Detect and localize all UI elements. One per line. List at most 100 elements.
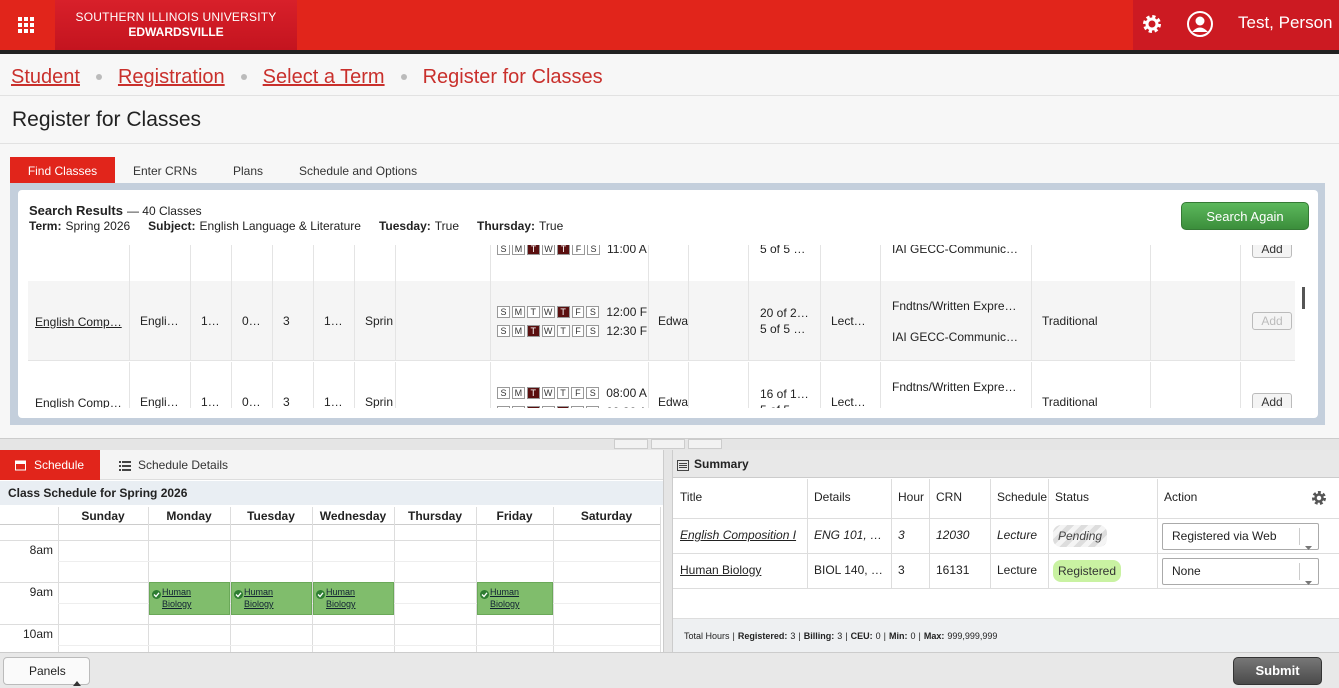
class-event[interactable]: Human Biology (149, 582, 230, 615)
summary-header: Summary (673, 450, 1339, 478)
apps-icon[interactable] (18, 17, 34, 33)
totals-item-label: Registered: (737, 631, 788, 641)
totals-separator: | (732, 631, 735, 641)
schedule-details-tab[interactable]: Schedule Details (138, 458, 229, 472)
summary-cell: 16131 (936, 563, 970, 577)
action-select[interactable]: None (1162, 558, 1319, 585)
select-arrow (1305, 569, 1312, 594)
breadcrumb-link[interactable]: Select a Term (262, 65, 385, 88)
breadcrumb-link[interactable]: Registration (117, 65, 225, 88)
list-icon-glyph (119, 461, 131, 471)
day-box: M (511, 324, 525, 337)
day-box: M (511, 405, 525, 408)
settings-icon[interactable] (1141, 13, 1163, 40)
summary-cell: Lecture (997, 563, 1038, 577)
search-again-button[interactable]: Search Again (1181, 202, 1309, 230)
registered-check-glyph (316, 590, 325, 599)
filters: Term: Spring 2026 Subject: English Language… (29, 219, 563, 233)
cell-border (1031, 245, 1032, 289)
cell-border (313, 362, 314, 408)
column-header: Details (814, 490, 851, 504)
attributes-cell: Fndtns/Written Expre…IAI GECC-Communic… (892, 362, 1027, 408)
add-button[interactable]: Add (1252, 393, 1292, 408)
breadcrumb: Student Registration Select a Term Register… (11, 64, 603, 90)
schedule-heading: Class Schedule for Spring 2026 (0, 481, 663, 505)
course-title-link[interactable]: English Comp… (35, 396, 122, 408)
event-title[interactable]: Human Biology (162, 587, 192, 609)
registered-check (480, 586, 489, 604)
meeting-line: SMTWTFS09:30 A (497, 405, 647, 408)
campus-cell: Edwa (658, 281, 688, 361)
seats: 5 of 5… (760, 403, 820, 408)
day-box: T (556, 386, 570, 399)
tab[interactable]: Find Classes (10, 157, 115, 183)
cell-border (129, 245, 130, 289)
action-select[interactable]: Registered via Web (1162, 523, 1319, 550)
event-title[interactable]: Human Biology (490, 587, 520, 609)
result-value: 1… (201, 314, 220, 328)
instruction-method: Traditional (1042, 314, 1098, 328)
select-arrow-glyph (1305, 546, 1312, 550)
totals-item-value: 0 (910, 631, 916, 641)
splitter-button[interactable] (614, 439, 648, 449)
row-line (673, 518, 1339, 519)
column-header: Status (1055, 490, 1090, 504)
meeting-times: S M T W T F S 11:00 A (497, 245, 647, 289)
class-title-link[interactable]: English Composition I (680, 528, 797, 542)
status-badge: Registered (1053, 560, 1122, 582)
cell-border (648, 281, 649, 361)
add-button[interactable]: Add (1252, 312, 1292, 330)
day-box: T (556, 405, 570, 408)
breadcrumb-link[interactable]: Student (11, 65, 80, 88)
result-row: English Comp… Engli… 1… 0… 3 1… Sprin S M T W T F S 08… (28, 362, 1295, 408)
tab[interactable]: Schedule and Options (299, 164, 418, 178)
totals-label: Total Hours (684, 631, 730, 641)
list-icon (119, 458, 131, 476)
logo-line: EDWARDSVILLE (128, 25, 224, 39)
day-box: S (497, 305, 510, 318)
instruction-method: Traditional (1042, 395, 1098, 408)
filter-value: English Language & Literature (199, 219, 361, 233)
course-title-link[interactable]: English Comp… (35, 315, 122, 329)
class-event[interactable]: Human Biology (313, 582, 394, 615)
user-icon[interactable] (1187, 11, 1213, 42)
summary-panel: Summary Title Details Hour CRN Schedule Status… (673, 450, 1339, 652)
result-row: English Comp… Engli… 1… 0… 3 1… Sprin S M T W T F S 12… (28, 281, 1295, 361)
result-cell: English Comp… (35, 362, 125, 408)
class-title-link[interactable]: Human Biology (680, 563, 762, 577)
day-box: T (557, 245, 570, 255)
breadcrumb-separator (240, 74, 247, 80)
column-line (807, 479, 808, 588)
panels-button[interactable]: Panels (3, 657, 90, 686)
add-button[interactable]: Add (1252, 245, 1292, 258)
totals-item-value: 3 (837, 631, 843, 641)
event-title[interactable]: Human Biology (326, 587, 356, 609)
day-box: S (586, 386, 600, 399)
cell-border (354, 362, 355, 408)
summary-icon-glyph (677, 460, 689, 471)
cell-border (129, 362, 130, 408)
column-settings-icon[interactable] (1311, 490, 1329, 511)
filter-label: Tuesday: (378, 219, 431, 233)
panel-divider (663, 450, 673, 652)
splitter-button[interactable] (651, 439, 685, 449)
submit-button[interactable]: Submit (1233, 657, 1322, 685)
day-box: F (571, 386, 585, 399)
attributes-cell: Fndtns/Written Expre…IAI GECC-Communic… (892, 281, 1027, 361)
logo[interactable]: SOUTHERN ILLINOIS UNIVERSITY EDWARDSVILLE (55, 0, 297, 50)
tab[interactable]: Enter CRNs (133, 164, 198, 178)
user-name[interactable]: Test, Person (1238, 13, 1333, 32)
summary-cell: 3 (898, 528, 905, 542)
day-box: T (527, 245, 540, 255)
column-line (1157, 479, 1158, 588)
class-event[interactable]: Human Biology (477, 582, 553, 615)
schedule-tab[interactable]: Schedule (0, 450, 100, 480)
event-title[interactable]: Human Biology (244, 587, 274, 609)
cell-border (688, 362, 689, 408)
tab[interactable]: Plans (233, 164, 264, 178)
class-event[interactable]: Human Biology (231, 582, 312, 615)
attribute: Fndtns/Written Expre… (892, 379, 1017, 394)
seats: 5 of 5 … (760, 322, 806, 336)
meeting-time: 08:00 A (606, 385, 647, 400)
splitter-button[interactable] (688, 439, 722, 449)
